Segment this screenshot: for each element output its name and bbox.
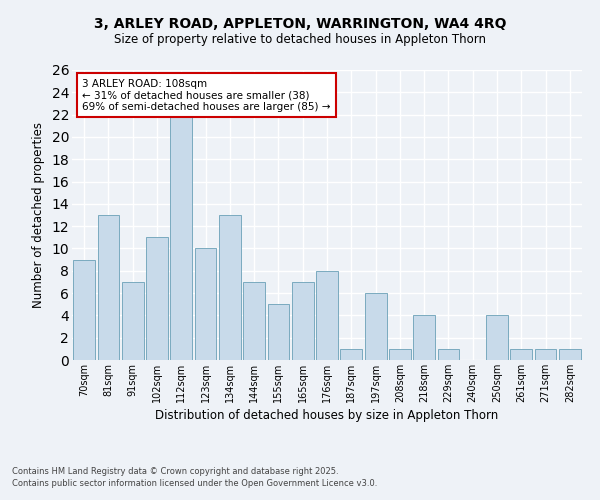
Bar: [170, 114, 192, 360]
Text: Contains HM Land Registry data © Crown copyright and database right 2025.: Contains HM Land Registry data © Crown c…: [12, 467, 338, 476]
Bar: [97, 215, 119, 360]
Y-axis label: Number of detached properties: Number of detached properties: [32, 122, 44, 308]
Bar: [316, 271, 338, 360]
Bar: [268, 304, 289, 360]
Text: 3, ARLEY ROAD, APPLETON, WARRINGTON, WA4 4RQ: 3, ARLEY ROAD, APPLETON, WARRINGTON, WA4…: [94, 18, 506, 32]
Bar: [219, 215, 241, 360]
Text: Size of property relative to detached houses in Appleton Thorn: Size of property relative to detached ho…: [114, 32, 486, 46]
Bar: [486, 316, 508, 360]
Bar: [413, 316, 435, 360]
Bar: [365, 293, 386, 360]
Bar: [194, 248, 217, 360]
Bar: [292, 282, 314, 360]
Text: Contains public sector information licensed under the Open Government Licence v3: Contains public sector information licen…: [12, 478, 377, 488]
Bar: [340, 349, 362, 360]
Bar: [437, 349, 460, 360]
Bar: [535, 349, 556, 360]
Text: 3 ARLEY ROAD: 108sqm
← 31% of detached houses are smaller (38)
69% of semi-detac: 3 ARLEY ROAD: 108sqm ← 31% of detached h…: [82, 78, 331, 112]
Bar: [146, 238, 168, 360]
Bar: [559, 349, 581, 360]
Bar: [73, 260, 95, 360]
Bar: [389, 349, 411, 360]
Bar: [511, 349, 532, 360]
Bar: [243, 282, 265, 360]
Bar: [122, 282, 143, 360]
X-axis label: Distribution of detached houses by size in Appleton Thorn: Distribution of detached houses by size …: [155, 409, 499, 422]
